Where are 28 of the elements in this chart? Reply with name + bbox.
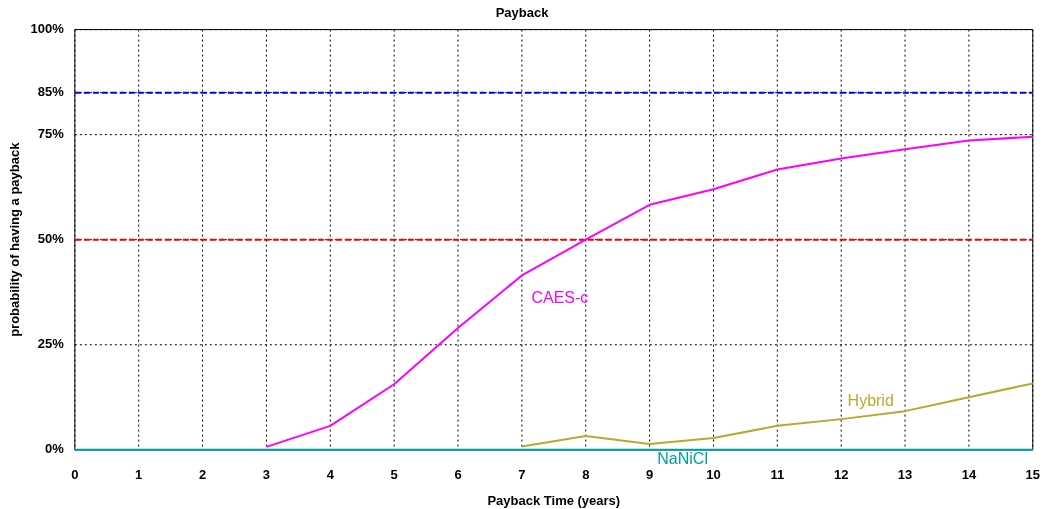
- x-tick-label: 12: [833, 467, 849, 483]
- x-tick-label: 13: [897, 467, 913, 483]
- y-tick-label: 75%: [37, 126, 65, 142]
- x-tick-label: 10: [706, 467, 721, 483]
- x-tick-label: 9: [645, 467, 654, 483]
- y-axis-title: probability of having a payback: [7, 141, 23, 337]
- y-tick-label: 25%: [37, 336, 65, 352]
- chart-title: Payback: [495, 5, 550, 21]
- y-tick-label: 100%: [30, 21, 65, 37]
- series-label: NaNiCl: [657, 449, 708, 467]
- series-label: Hybrid: [847, 391, 894, 409]
- y-tick-label: 85%: [37, 84, 65, 100]
- x-tick-label: 2: [198, 467, 207, 483]
- x-tick-label: 7: [518, 467, 526, 483]
- x-tick-label: 5: [390, 467, 398, 483]
- y-tick-label: 0%: [45, 441, 65, 457]
- x-tick-label: 14: [961, 467, 977, 483]
- x-tick-label: 3: [262, 467, 271, 483]
- series-label: CAES-c: [531, 288, 589, 306]
- x-tick-label: 1: [135, 467, 143, 483]
- x-tick-label: 11: [770, 467, 785, 483]
- x-tick-label: 4: [326, 467, 335, 483]
- y-tick-label: 50%: [37, 231, 65, 247]
- x-axis-title: Payback Time (years): [487, 492, 621, 508]
- x-tick-label: 6: [454, 467, 462, 483]
- x-tick-label: 15: [1025, 467, 1040, 483]
- x-tick-label: 0: [71, 467, 79, 483]
- x-tick-label: 8: [582, 467, 590, 483]
